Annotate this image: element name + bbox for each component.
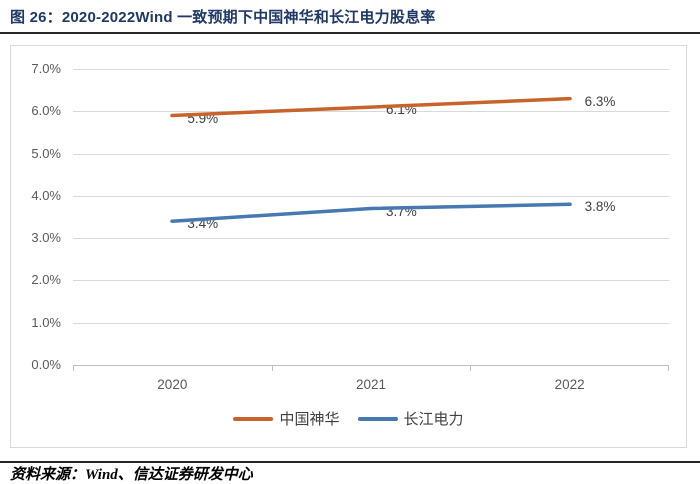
source-note: 资料来源：Wind、信达证券研发中心 (10, 467, 253, 483)
x-axis-line (73, 365, 669, 366)
x-tick-label: 2021 (355, 377, 387, 392)
data-point-label: 3.4% (187, 216, 219, 232)
data-point-label: 6.3% (584, 93, 616, 109)
gridline (73, 195, 669, 197)
legend-item-shenhua: 中国神华 (233, 408, 340, 429)
x-tick-label: 2022 (554, 377, 585, 392)
gridline (73, 111, 669, 113)
y-tick-label: 2.0% (31, 272, 61, 288)
y-tick-label: 4.0% (31, 187, 61, 203)
data-point-label: 5.9% (187, 110, 219, 126)
source-divider (0, 461, 700, 463)
legend-swatch-changjiang (357, 416, 398, 421)
title-divider (0, 32, 700, 34)
legend-label-changjiang: 长江电力 (403, 411, 464, 428)
gridline (73, 280, 669, 282)
chart-box: 7.0% 6.0% 5.0% 4.0% 3.0% 2.0% 1.0% 0.0% 2020 2021… (10, 45, 687, 448)
gridline (73, 322, 669, 324)
figure-title: 图 26：2020-2022Wind 一致预期下中国神华和长江电力股息率 (10, 9, 436, 26)
y-tick-label: 7.0% (31, 61, 61, 76)
data-point-label: 3.7% (386, 203, 417, 219)
data-point-label: 3.8% (584, 199, 616, 215)
legend-label-shenhua: 中国神华 (279, 411, 340, 428)
gridline (73, 153, 669, 155)
x-axis-tick (668, 365, 669, 371)
y-tick-label: 3.0% (31, 230, 61, 246)
y-tick-label: 5.0% (31, 145, 61, 161)
x-axis-tick (272, 365, 273, 371)
x-axis-tick (470, 365, 471, 371)
y-tick-label: 1.0% (31, 314, 61, 330)
y-tick-label: 6.0% (31, 103, 61, 119)
chart-legend: 中国神华 长江电力 (11, 408, 686, 429)
plot-area: 7.0% 6.0% 5.0% 4.0% 3.0% 2.0% 1.0% 0.0% 2020 2021… (11, 46, 686, 447)
legend-item-changjiang: 长江电力 (357, 408, 464, 429)
x-tick-label: 2020 (157, 377, 188, 392)
legend-swatch-shenhua (233, 416, 274, 421)
data-point-label: 6.1% (386, 102, 417, 118)
x-axis-tick (73, 365, 74, 371)
gridline (73, 238, 669, 240)
y-tick-label: 0.0% (31, 357, 61, 372)
gridline (73, 69, 669, 70)
